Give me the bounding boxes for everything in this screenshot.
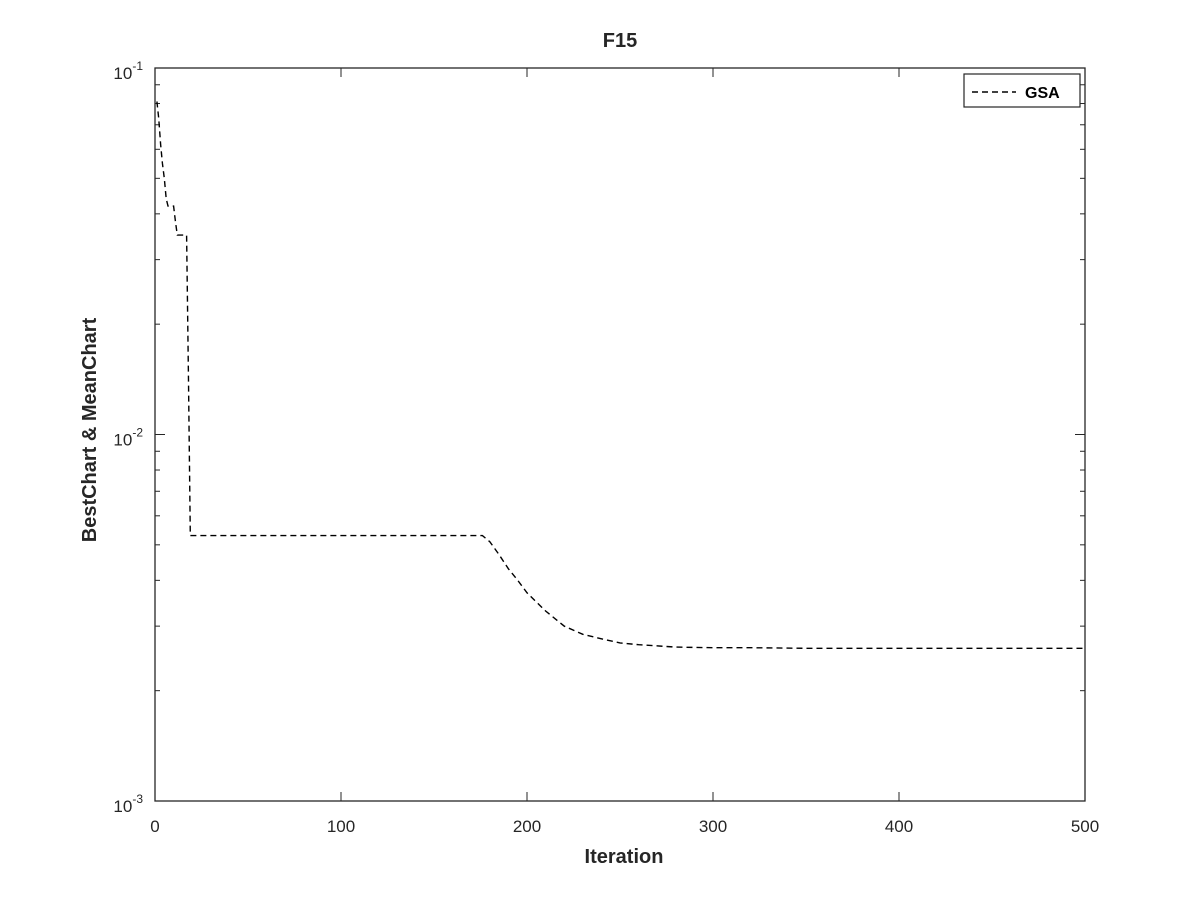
axes-box: [154, 67, 1086, 802]
y-axis-label: BestChart & MeanChart: [79, 317, 101, 542]
x-tick-label: 0: [150, 817, 159, 836]
plot-area: [155, 68, 1085, 801]
x-tick-label: 200: [513, 817, 541, 836]
x-tick-label: 500: [1071, 817, 1099, 836]
y-tick-label: 10-1: [113, 59, 143, 83]
chart-title: F15: [603, 30, 637, 52]
y-tick-label: 10-3: [113, 792, 143, 816]
x-axis-label: Iteration: [585, 846, 664, 868]
x-tick-label: 300: [699, 817, 727, 836]
ticks-layer: 0 100 200 300 400 500 10-3 10-2 10-1: [113, 59, 1099, 836]
legend: GSA: [963, 73, 1081, 108]
series-layer: [156, 101, 1085, 649]
legend-label-gsa: GSA: [1025, 85, 1060, 102]
x-tick-label: 400: [885, 817, 913, 836]
x-tick-label: 100: [327, 817, 355, 836]
y-tick-label: 10-2: [113, 426, 143, 450]
series-line-gsa: [156, 101, 1085, 649]
legend-box: [963, 73, 1081, 108]
